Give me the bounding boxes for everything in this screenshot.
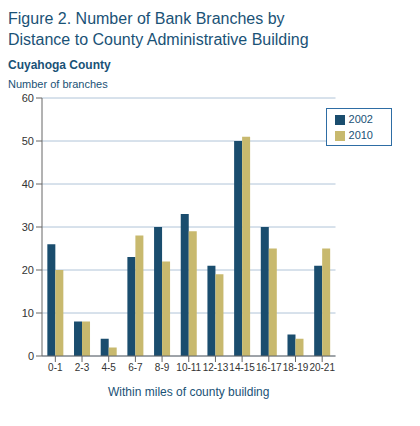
- html-text:Distance to County Administrat: Distance to County Administrative Buildi…: [8, 31, 309, 48]
- svg-text:4-5: 4-5: [101, 362, 116, 373]
- html-text:Figure 2. Number of Bank Branc: Figure 2. Number of Bank Branches by: [8, 10, 285, 27]
- svg-text:10-11: 10-11: [176, 362, 201, 373]
- svg-text:20: 20: [22, 264, 34, 276]
- svg-text:Within miles of county buildin: Within miles of county building: [108, 385, 269, 399]
- svg-text:20-21: 20-21: [309, 362, 335, 373]
- svg-text:0: 0: [28, 350, 34, 362]
- html-text:Cuyahoga County: Cuyahoga County: [8, 58, 111, 72]
- svg-text:14-15: 14-15: [229, 362, 255, 373]
- svg-text:18-19: 18-19: [283, 362, 309, 373]
- svg-text:0-1: 0-1: [48, 362, 63, 373]
- svg-text:60: 60: [22, 92, 34, 104]
- svg-text:6-7: 6-7: [128, 362, 143, 373]
- svg-text:12-13: 12-13: [203, 362, 229, 373]
- svg-text:16-17: 16-17: [256, 362, 282, 373]
- svg-text:2-3: 2-3: [75, 362, 90, 373]
- svg-text:8-9: 8-9: [155, 362, 170, 373]
- svg-text:40: 40: [22, 178, 34, 190]
- html-text:Number of branches: Number of branches: [8, 78, 108, 90]
- html-text:2010: 2010: [348, 129, 373, 141]
- svg-text:10: 10: [22, 307, 34, 319]
- svg-text:30: 30: [22, 221, 34, 233]
- html-text:2002: 2002: [348, 113, 373, 125]
- svg-text:50: 50: [22, 135, 34, 147]
